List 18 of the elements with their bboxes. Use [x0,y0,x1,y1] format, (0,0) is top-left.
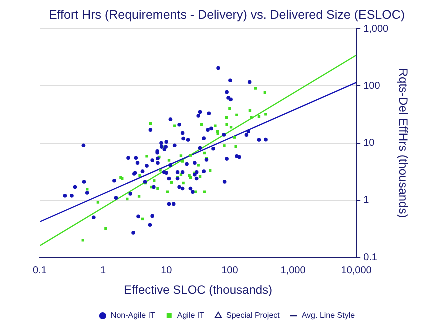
chart-title: Effort Hrs (Requirements - Delivery) vs. Delivered Size (ESLOC) [48,8,406,22]
x-tick-label: 0.1 [33,265,48,276]
legend-label: Special Project [226,311,281,320]
legend-label: Non-Agile IT [110,311,156,320]
x-tick-label: 10,000 [341,265,372,276]
legend-label: Avg. Line Style [302,311,356,320]
x-tick-label: 1 [100,265,107,276]
y-tick-label: 1 [364,195,370,206]
x-axis-title: Effective SLOC (thousands) [124,283,273,298]
legend-label: Agile IT [177,311,205,320]
y-tick-label: 10 [364,138,376,150]
y-tick-label: 1,000 [364,24,390,35]
y-tick-label: 0.1 [364,252,378,264]
x-tick-label: 100 [222,265,239,276]
y-tick-label: 100 [364,80,381,92]
x-tick-label: 1,000 [280,265,306,276]
x-tick-label: 10 [161,265,173,276]
y-axis-title: Rqts-Del EffHrs (thousands) [396,68,410,218]
